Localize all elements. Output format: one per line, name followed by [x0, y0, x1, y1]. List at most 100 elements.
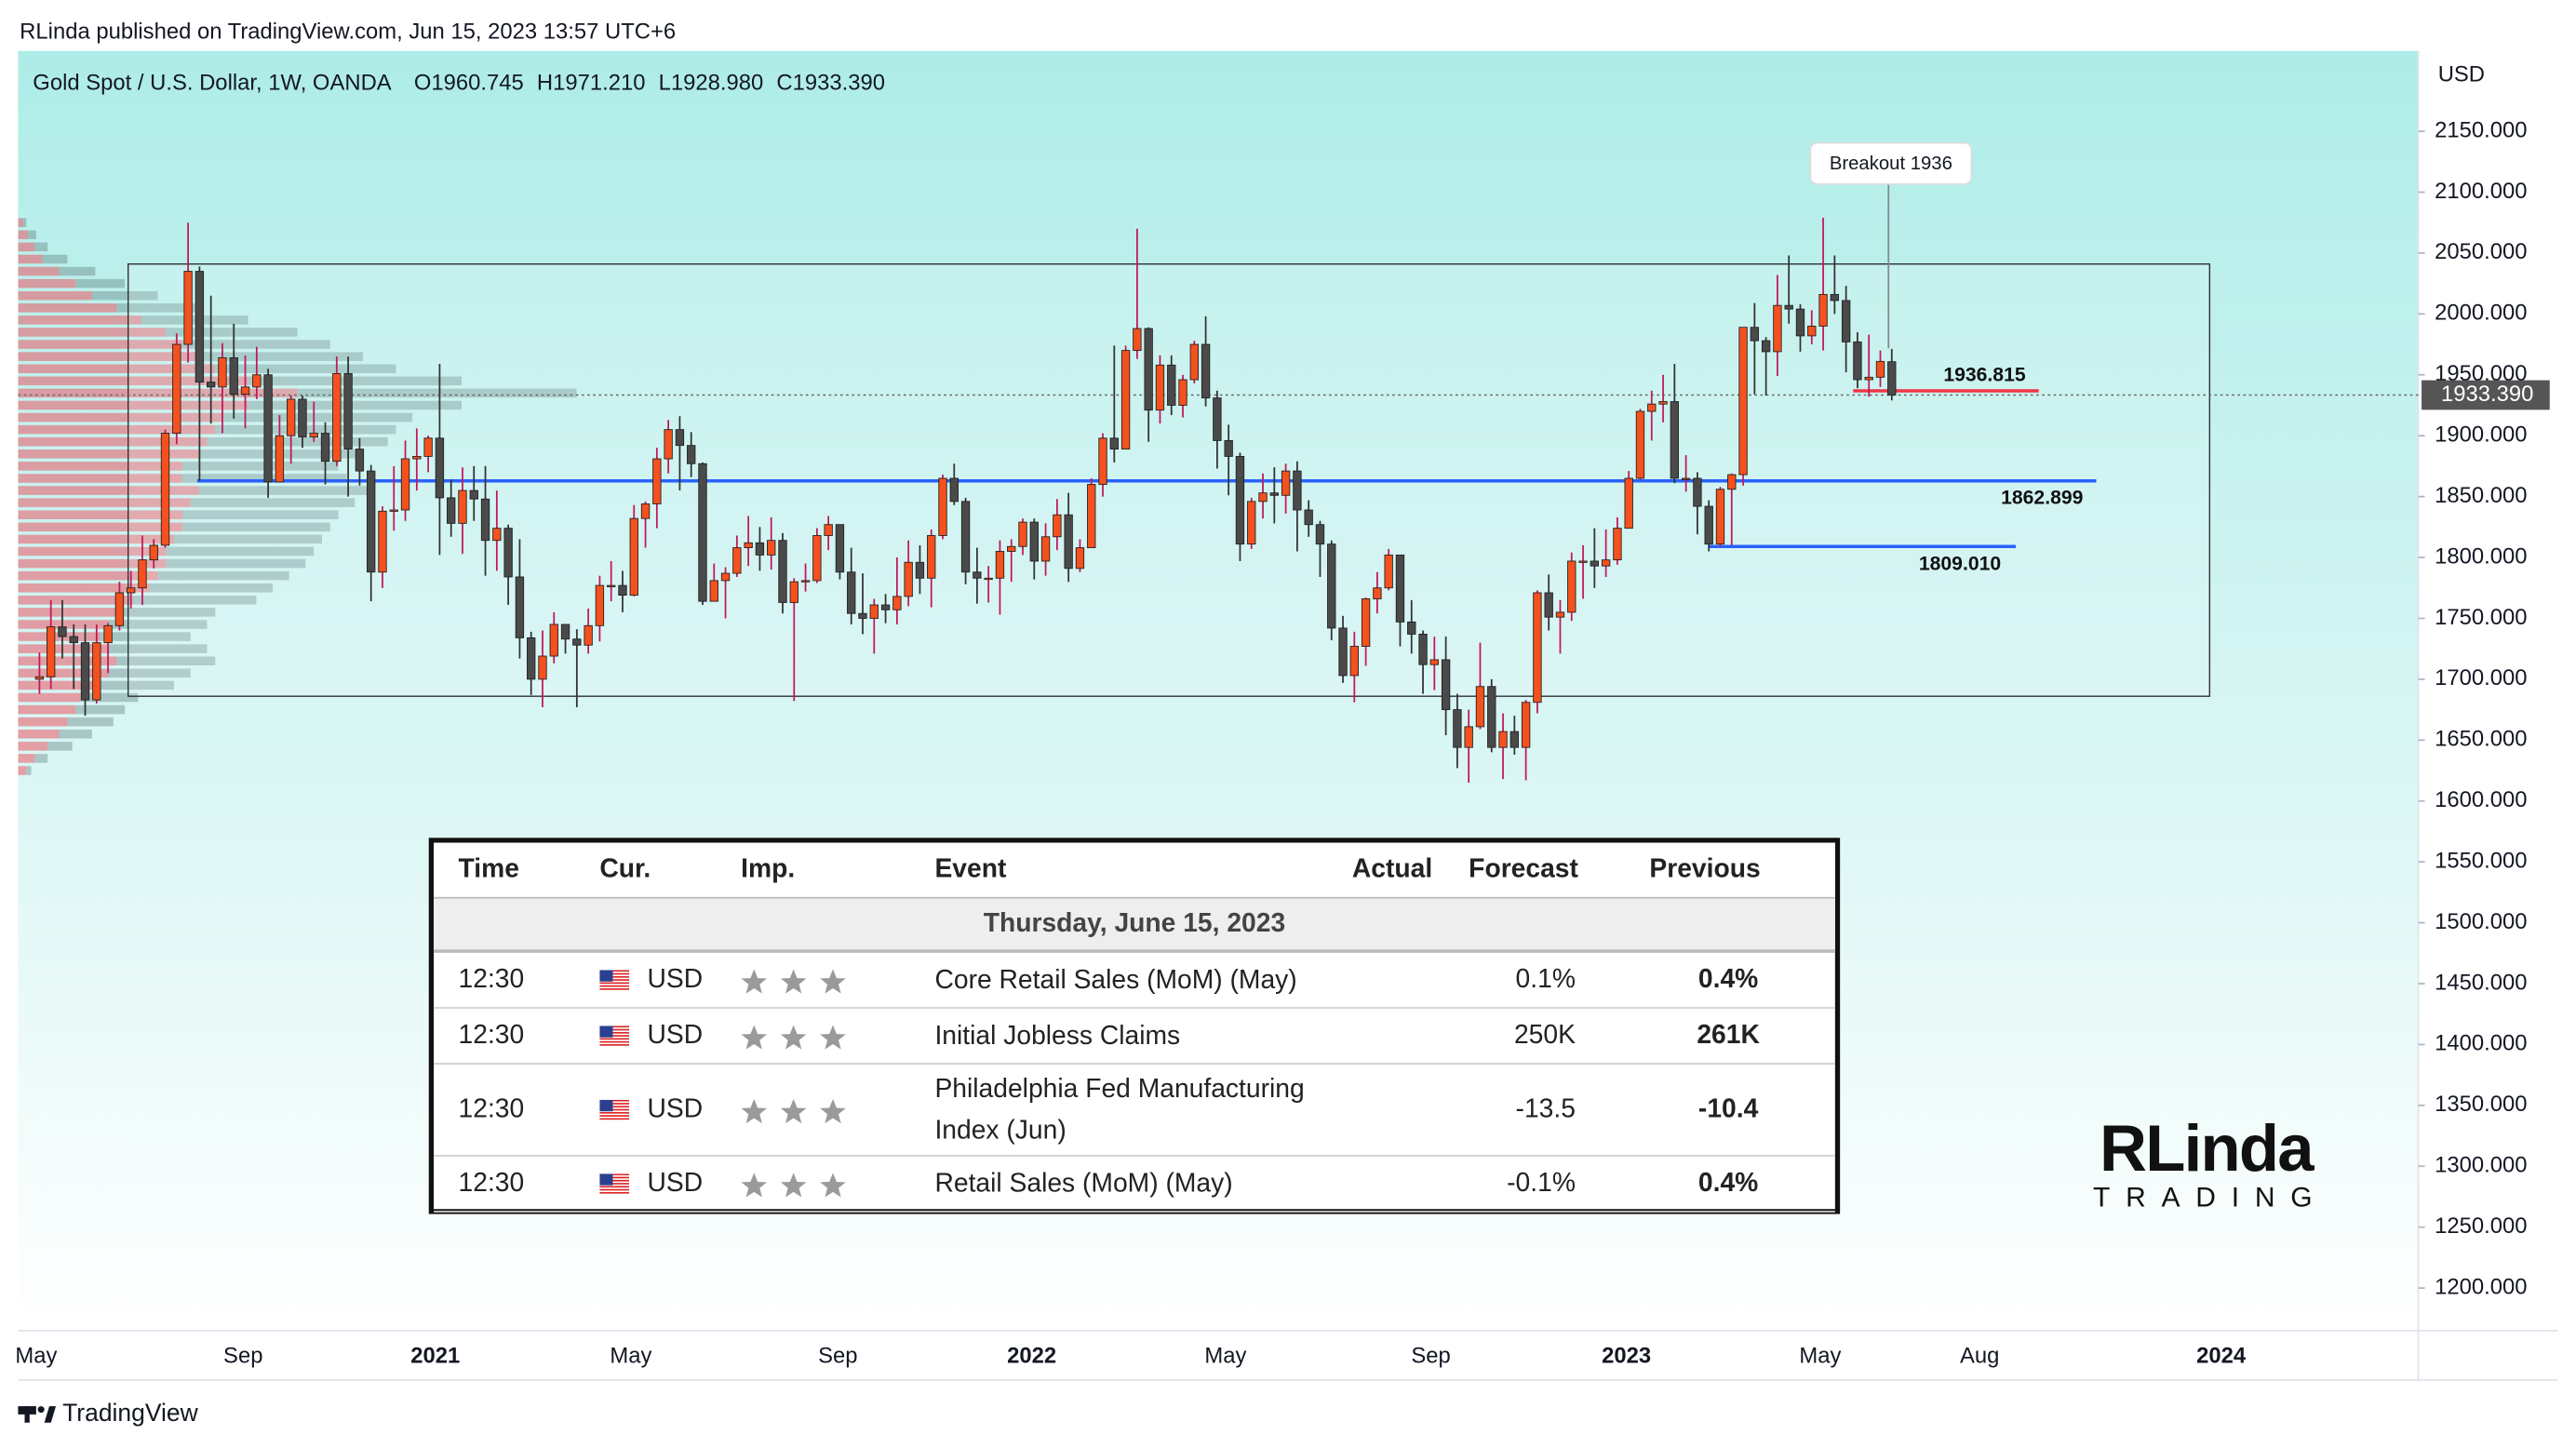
- candle-body: [1338, 627, 1348, 677]
- candle-body: [1875, 360, 1885, 378]
- ohlc-value: H1971.210: [537, 70, 646, 95]
- candle-body: [1590, 560, 1600, 567]
- flag-stripe: [599, 1185, 630, 1187]
- candle-body: [1509, 731, 1520, 748]
- candle-body: [389, 509, 398, 512]
- candle-body: [1155, 364, 1165, 411]
- publish-info: RLinda published on TradingView.com, Jun…: [20, 20, 676, 45]
- candle-body: [1040, 536, 1051, 562]
- logo-top: RLinda: [2100, 1111, 2314, 1185]
- candle-body: [503, 528, 513, 578]
- candle-body: [858, 612, 867, 619]
- volume-up: [18, 522, 182, 532]
- candle-body: [800, 580, 811, 583]
- volume-down: [47, 742, 73, 751]
- importance-stars: [741, 968, 846, 993]
- star-icon: [780, 968, 807, 993]
- candle-body: [1144, 328, 1153, 411]
- y-tick-label: 1550.000: [2435, 848, 2527, 873]
- currency-cell: USD: [647, 1169, 704, 1198]
- volume-down: [181, 340, 330, 349]
- candle-body: [367, 470, 376, 573]
- candle-body: [103, 624, 113, 644]
- candle-body: [847, 571, 856, 614]
- candle-body: [709, 580, 718, 602]
- flag-icon: [599, 969, 630, 989]
- candle-body: [378, 510, 387, 573]
- volume-down: [67, 717, 114, 727]
- y-tick-label: 1350.000: [2435, 1092, 2527, 1117]
- candle-body: [1407, 621, 1416, 635]
- volume-down: [91, 290, 158, 301]
- event-row: 12:30 USD Retail Sales (MoM) (May) -0.1% 0.4…: [434, 1157, 1835, 1213]
- candle-body: [1429, 659, 1440, 665]
- candle-body: [1064, 514, 1073, 570]
- candle-body: [229, 357, 238, 396]
- volume-up: [18, 230, 29, 240]
- volume-up: [18, 303, 117, 313]
- event-row: 12:30 USD Core Retail Sales (MoM) (May) 0.1…: [434, 953, 1835, 1009]
- volume-down: [166, 546, 315, 556]
- candle-body: [309, 433, 318, 437]
- volume-down: [108, 620, 208, 629]
- volume-up: [18, 436, 208, 447]
- candle-body: [1029, 521, 1039, 562]
- event-row: 12:30 USD Initial Jobless Claims 250K 261K: [434, 1009, 1835, 1065]
- candle-body: [400, 458, 410, 511]
- x-tick-label: Aug: [1960, 1343, 1999, 1368]
- time-cell: 12:30: [458, 1021, 525, 1050]
- candle-body: [607, 584, 616, 587]
- volume-up: [18, 680, 101, 690]
- volume-up: [18, 364, 216, 373]
- volume-down: [34, 754, 48, 763]
- volume-down: [190, 498, 356, 507]
- importance-stars: [741, 1172, 846, 1197]
- level-label: 1862.899: [2001, 488, 2083, 509]
- event-row: 12:30 USD Philadelphia Fed Manufacturing I…: [434, 1065, 1835, 1157]
- x-tick-label: May: [610, 1343, 651, 1368]
- volume-up: [18, 352, 199, 361]
- y-tick-label: 1200.000: [2435, 1274, 2527, 1299]
- candle-body: [1533, 592, 1542, 704]
- header-cell: Cur.: [599, 854, 651, 883]
- star-icon: [820, 1098, 846, 1123]
- volume-down: [166, 328, 298, 337]
- candle-body: [1647, 403, 1657, 412]
- logo-bottom: TRADING: [2093, 1183, 2328, 1213]
- candle-body: [1327, 543, 1336, 629]
- volume-up: [18, 474, 182, 483]
- candle-body: [698, 463, 707, 602]
- candle-body: [218, 357, 227, 388]
- candle-body: [1258, 492, 1268, 503]
- flag-stripe: [599, 975, 630, 977]
- candle-body: [595, 584, 605, 626]
- event-cell: Philadelphia Fed Manufacturing Index (Ju…: [934, 1075, 1305, 1145]
- candle-body: [1498, 731, 1508, 748]
- event-cell: Retail Sales (MoM) (May): [934, 1169, 1233, 1198]
- candle-body: [1853, 341, 1862, 381]
- candle-body: [1349, 646, 1359, 677]
- candle-body: [892, 596, 902, 610]
- candle-body: [207, 382, 216, 388]
- candle-body: [34, 676, 45, 680]
- candle-body: [584, 624, 593, 646]
- candle-body: [1441, 659, 1451, 711]
- volume-down: [181, 462, 339, 471]
- volume-up: [18, 278, 76, 288]
- volume-down: [198, 486, 371, 495]
- tv-icon: [24, 1406, 30, 1423]
- volume-up: [18, 570, 158, 581]
- last-price-box: [2422, 380, 2550, 410]
- candle-body: [1167, 364, 1176, 406]
- calendar-table: Time Cur. Imp. Event Actual Forecast Previous T…: [428, 838, 1841, 1214]
- volume-up: [18, 754, 35, 763]
- candle-body: [1624, 477, 1633, 530]
- forecast-cell: 250K: [1513, 1021, 1576, 1050]
- candle-body: [1395, 554, 1405, 623]
- volume-up: [18, 218, 23, 227]
- volume-down: [75, 278, 126, 288]
- x-tick-label: 2022: [1007, 1343, 1056, 1368]
- flag-stripe: [599, 1043, 630, 1045]
- candle-body: [1601, 559, 1611, 567]
